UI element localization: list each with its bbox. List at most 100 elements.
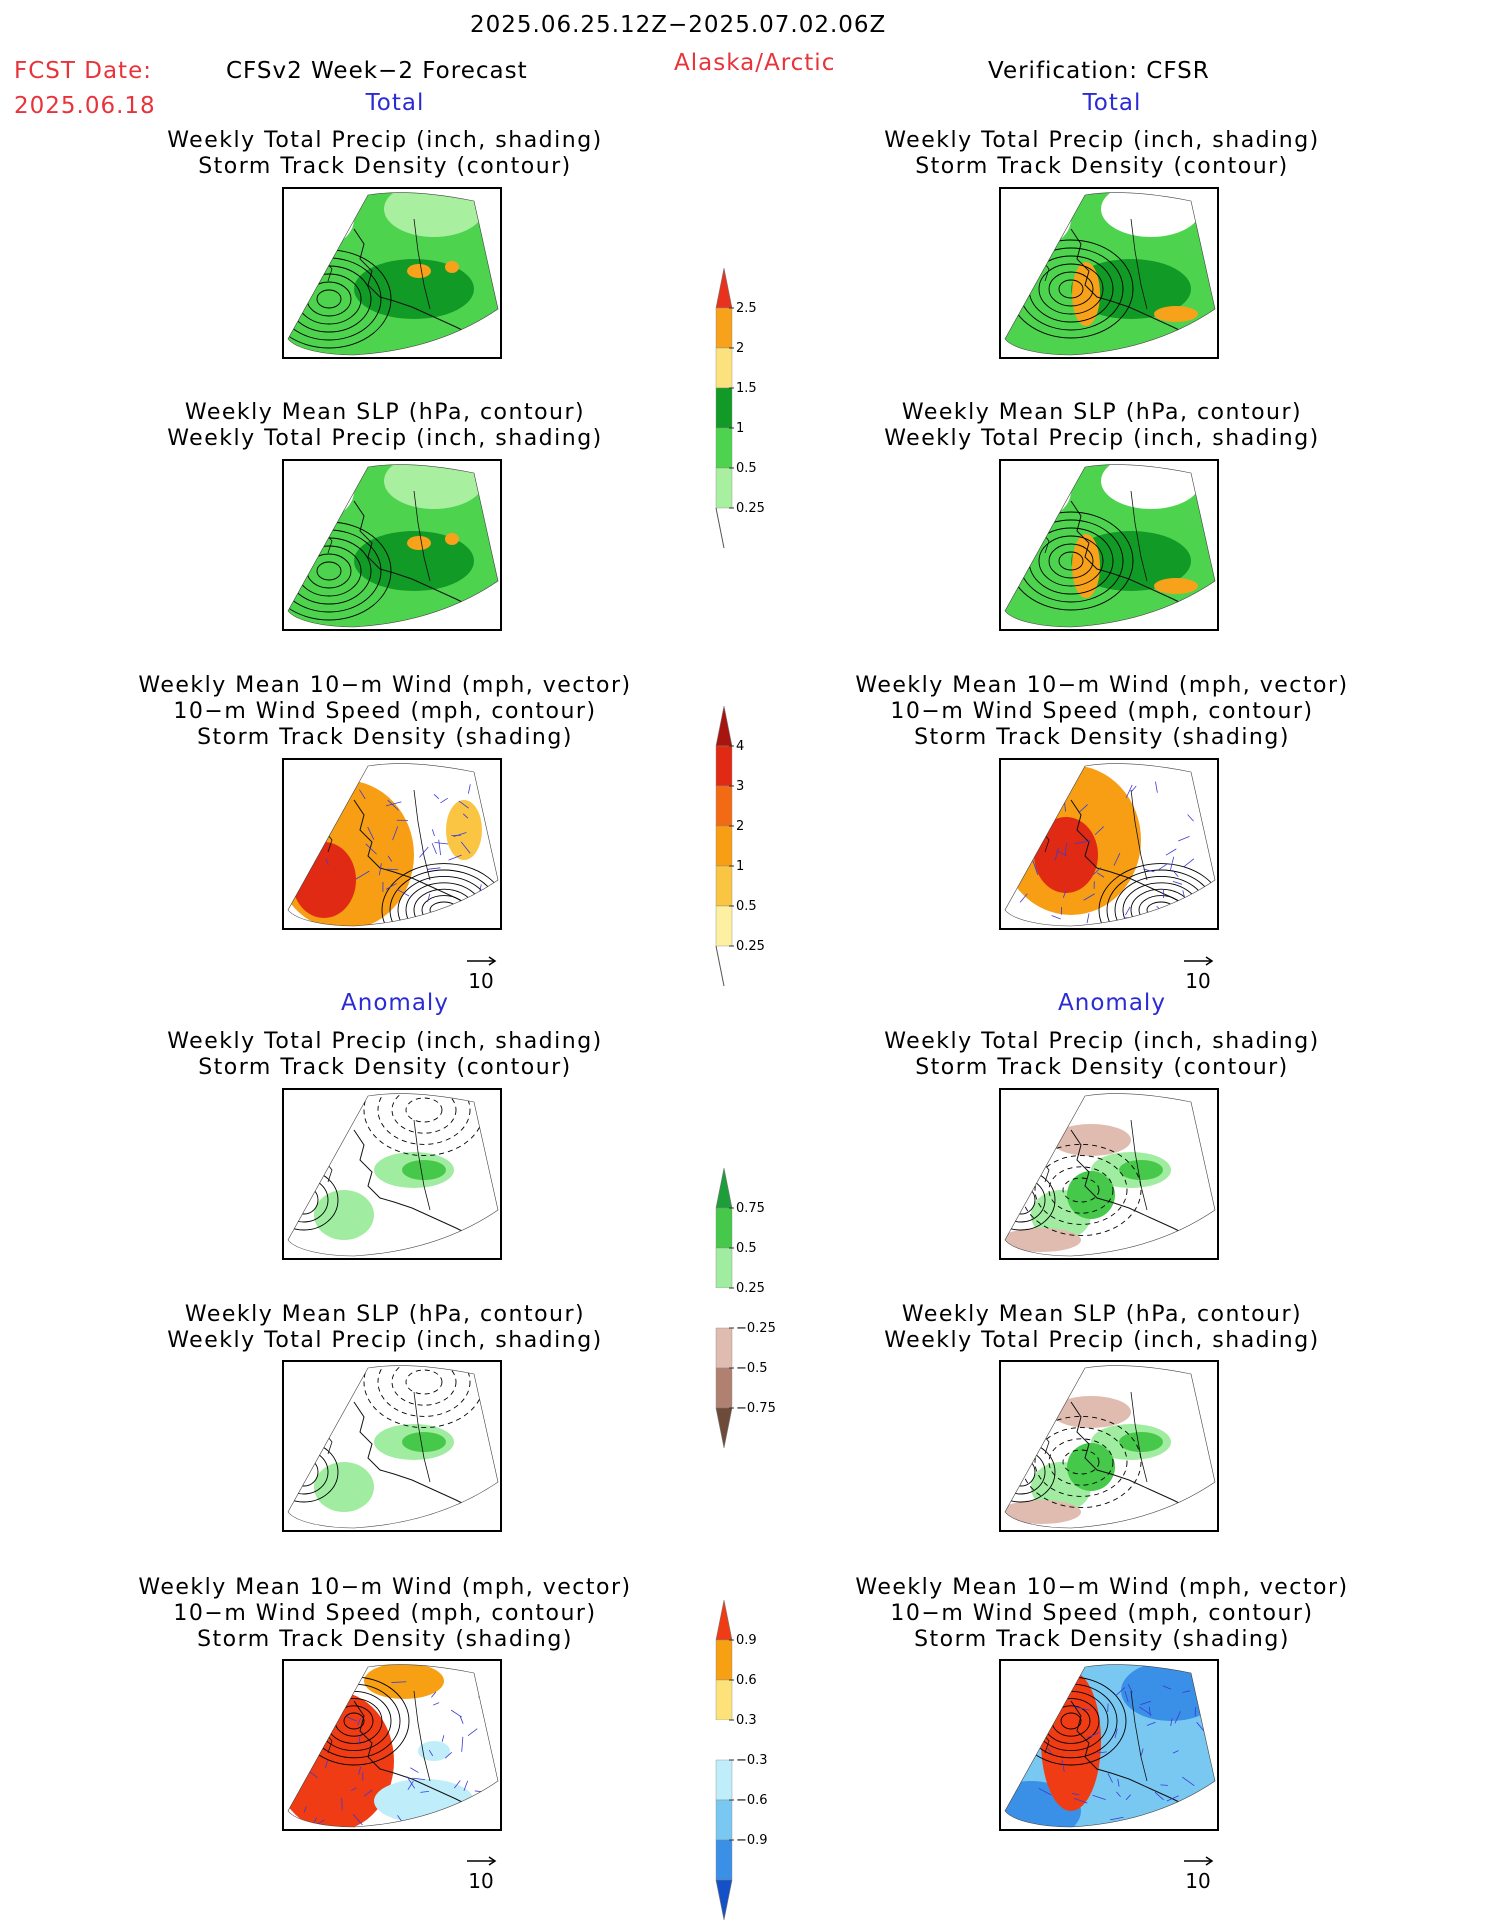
date-range: 2025.06.25.12Z−2025.07.02.06Z xyxy=(470,12,886,38)
arrow-right-icon xyxy=(461,955,501,967)
vector-reference: 10 xyxy=(461,955,501,993)
title-precip-storm-anom-right: Weekly Total Precip (inch, shading) Stor… xyxy=(822,1029,1382,1081)
vector-reference: 10 xyxy=(461,1855,501,1893)
title-line: Weekly Mean 10−m Wind (mph, vector) xyxy=(822,1575,1382,1601)
colorbar-tick-label: 1 xyxy=(736,421,744,436)
title-line: Storm Track Density (shading) xyxy=(822,1627,1382,1653)
colorbar-tick-label: 0.25 xyxy=(736,939,765,954)
vector-reference-label: 10 xyxy=(461,1869,501,1893)
colorbar-tick-label: 1 xyxy=(736,859,744,874)
title-line: Weekly Total Precip (inch, shading) xyxy=(105,426,665,452)
colorbar-tick-label: 2 xyxy=(736,341,744,356)
title-line: Weekly Mean SLP (hPa, contour) xyxy=(822,400,1382,426)
colorbar-tick-label: 0.25 xyxy=(736,1281,765,1296)
colorbar-storm-anom: 0.9 0.6 0.3 −0.3 −0.6 −0.9 xyxy=(716,1600,776,1930)
title-line: Storm Track Density (shading) xyxy=(105,725,665,751)
region-title: Alaska/Arctic xyxy=(674,50,835,76)
map-panel xyxy=(999,758,1219,930)
title-line: Storm Track Density (shading) xyxy=(105,1627,665,1653)
colorbar-tick-label: −0.3 xyxy=(736,1753,768,1768)
title-line: Weekly Total Precip (inch, shading) xyxy=(822,1029,1382,1055)
title-line: 10−m Wind Speed (mph, contour) xyxy=(105,1601,665,1627)
map-panel xyxy=(282,1659,502,1831)
title-slp-precip-anom-left: Weekly Mean SLP (hPa, contour) Weekly To… xyxy=(105,1302,665,1354)
fcst-date-label: FCST Date: xyxy=(14,58,152,84)
title-precip-storm-anom-left: Weekly Total Precip (inch, shading) Stor… xyxy=(105,1029,665,1081)
colorbar-tick-label: 1.5 xyxy=(736,381,757,396)
title-wind-storm-anom-left: Weekly Mean 10−m Wind (mph, vector) 10−m… xyxy=(105,1575,665,1653)
section-anomaly-left: Anomaly xyxy=(245,990,545,1016)
colorbar-precip-anom: 0.75 0.5 0.25 −0.25 −0.5 −0.75 xyxy=(716,1168,776,1458)
title-line: Weekly Total Precip (inch, shading) xyxy=(105,128,665,154)
arrow-right-icon xyxy=(461,1855,501,1867)
title-slp-precip-right: Weekly Mean SLP (hPa, contour) Weekly To… xyxy=(822,400,1382,452)
colorbar-tick-label: 0.75 xyxy=(736,1201,765,1216)
colorbar-tick-label: −0.25 xyxy=(736,1321,776,1336)
title-line: Weekly Total Precip (inch, shading) xyxy=(822,426,1382,452)
forecast-title: CFSv2 Week−2 Forecast xyxy=(226,58,528,84)
colorbar-tick-label: 4 xyxy=(736,739,744,754)
colorbar-tick-label: 0.6 xyxy=(736,1673,757,1688)
colorbar-tick-label: 0.25 xyxy=(736,501,765,516)
title-line: Storm Track Density (contour) xyxy=(822,154,1382,180)
colorbar-tick-label: 0.5 xyxy=(736,1241,757,1256)
title-line: Storm Track Density (contour) xyxy=(822,1055,1382,1081)
colorbar-tick-label: 2 xyxy=(736,819,744,834)
colorbar-tick-label: 0.9 xyxy=(736,1633,757,1648)
colorbar-tick-label: 2.5 xyxy=(736,301,757,316)
title-wind-storm-right: Weekly Mean 10−m Wind (mph, vector) 10−m… xyxy=(822,673,1382,751)
title-wind-storm-left: Weekly Mean 10−m Wind (mph, vector) 10−m… xyxy=(105,673,665,751)
title-line: Storm Track Density (shading) xyxy=(822,725,1382,751)
title-precip-storm-left: Weekly Total Precip (inch, shading) Stor… xyxy=(105,128,665,180)
verification-title: Verification: CFSR xyxy=(988,58,1210,84)
vector-reference-label: 10 xyxy=(1178,1869,1218,1893)
vector-reference-label: 10 xyxy=(1178,969,1218,993)
title-slp-precip-left: Weekly Mean SLP (hPa, contour) Weekly To… xyxy=(105,400,665,452)
map-panel xyxy=(999,1659,1219,1831)
arrow-right-icon xyxy=(1178,1855,1218,1867)
title-line: Weekly Mean 10−m Wind (mph, vector) xyxy=(105,1575,665,1601)
map-panel xyxy=(282,459,502,631)
title-line: Weekly Total Precip (inch, shading) xyxy=(822,1328,1382,1354)
arrow-right-icon xyxy=(1178,955,1218,967)
title-line: Weekly Mean 10−m Wind (mph, vector) xyxy=(822,673,1382,699)
colorbar-tick-label: 0.5 xyxy=(736,899,757,914)
title-wind-storm-anom-right: Weekly Mean 10−m Wind (mph, vector) 10−m… xyxy=(822,1575,1382,1653)
title-slp-precip-anom-right: Weekly Mean SLP (hPa, contour) Weekly To… xyxy=(822,1302,1382,1354)
title-line: 10−m Wind Speed (mph, contour) xyxy=(822,1601,1382,1627)
title-line: 10−m Wind Speed (mph, contour) xyxy=(105,699,665,725)
title-precip-storm-right: Weekly Total Precip (inch, shading) Stor… xyxy=(822,128,1382,180)
map-panel xyxy=(999,187,1219,359)
map-panel xyxy=(282,187,502,359)
colorbar-tick-label: −0.6 xyxy=(736,1793,768,1808)
title-line: Weekly Mean 10−m Wind (mph, vector) xyxy=(105,673,665,699)
colorbar-tick-label: −0.9 xyxy=(736,1833,768,1848)
colorbar-tick-label: 0.5 xyxy=(736,461,757,476)
title-line: Weekly Mean SLP (hPa, contour) xyxy=(105,400,665,426)
map-panel xyxy=(282,1360,502,1532)
fcst-date-value: 2025.06.18 xyxy=(14,93,156,119)
title-line: Weekly Total Precip (inch, shading) xyxy=(105,1328,665,1354)
vector-reference: 10 xyxy=(1178,955,1218,993)
section-total-right: Total xyxy=(962,90,1262,116)
vector-reference-label: 10 xyxy=(461,969,501,993)
map-panel xyxy=(282,1088,502,1260)
title-line: Weekly Mean SLP (hPa, contour) xyxy=(105,1302,665,1328)
title-line: Storm Track Density (contour) xyxy=(105,154,665,180)
title-line: Weekly Mean SLP (hPa, contour) xyxy=(822,1302,1382,1328)
colorbar-storm-total: 4 3 2 1 0.5 0.25 xyxy=(716,706,776,1036)
section-total-left: Total xyxy=(245,90,545,116)
map-panel xyxy=(999,1088,1219,1260)
colorbar-tick-label: 3 xyxy=(736,779,744,794)
title-line: Weekly Total Precip (inch, shading) xyxy=(822,128,1382,154)
colorbar-tick-label: 0.3 xyxy=(736,1713,757,1728)
colorbar-tick-label: −0.75 xyxy=(736,1401,776,1416)
map-panel xyxy=(999,1360,1219,1532)
map-panel xyxy=(282,758,502,930)
title-line: 10−m Wind Speed (mph, contour) xyxy=(822,699,1382,725)
title-line: Weekly Total Precip (inch, shading) xyxy=(105,1029,665,1055)
colorbar-precip-total: 2.5 2 1.5 1 0.5 0.25 xyxy=(716,268,776,598)
vector-reference: 10 xyxy=(1178,1855,1218,1893)
section-anomaly-right: Anomaly xyxy=(962,990,1262,1016)
colorbar-tick-label: −0.5 xyxy=(736,1361,768,1376)
